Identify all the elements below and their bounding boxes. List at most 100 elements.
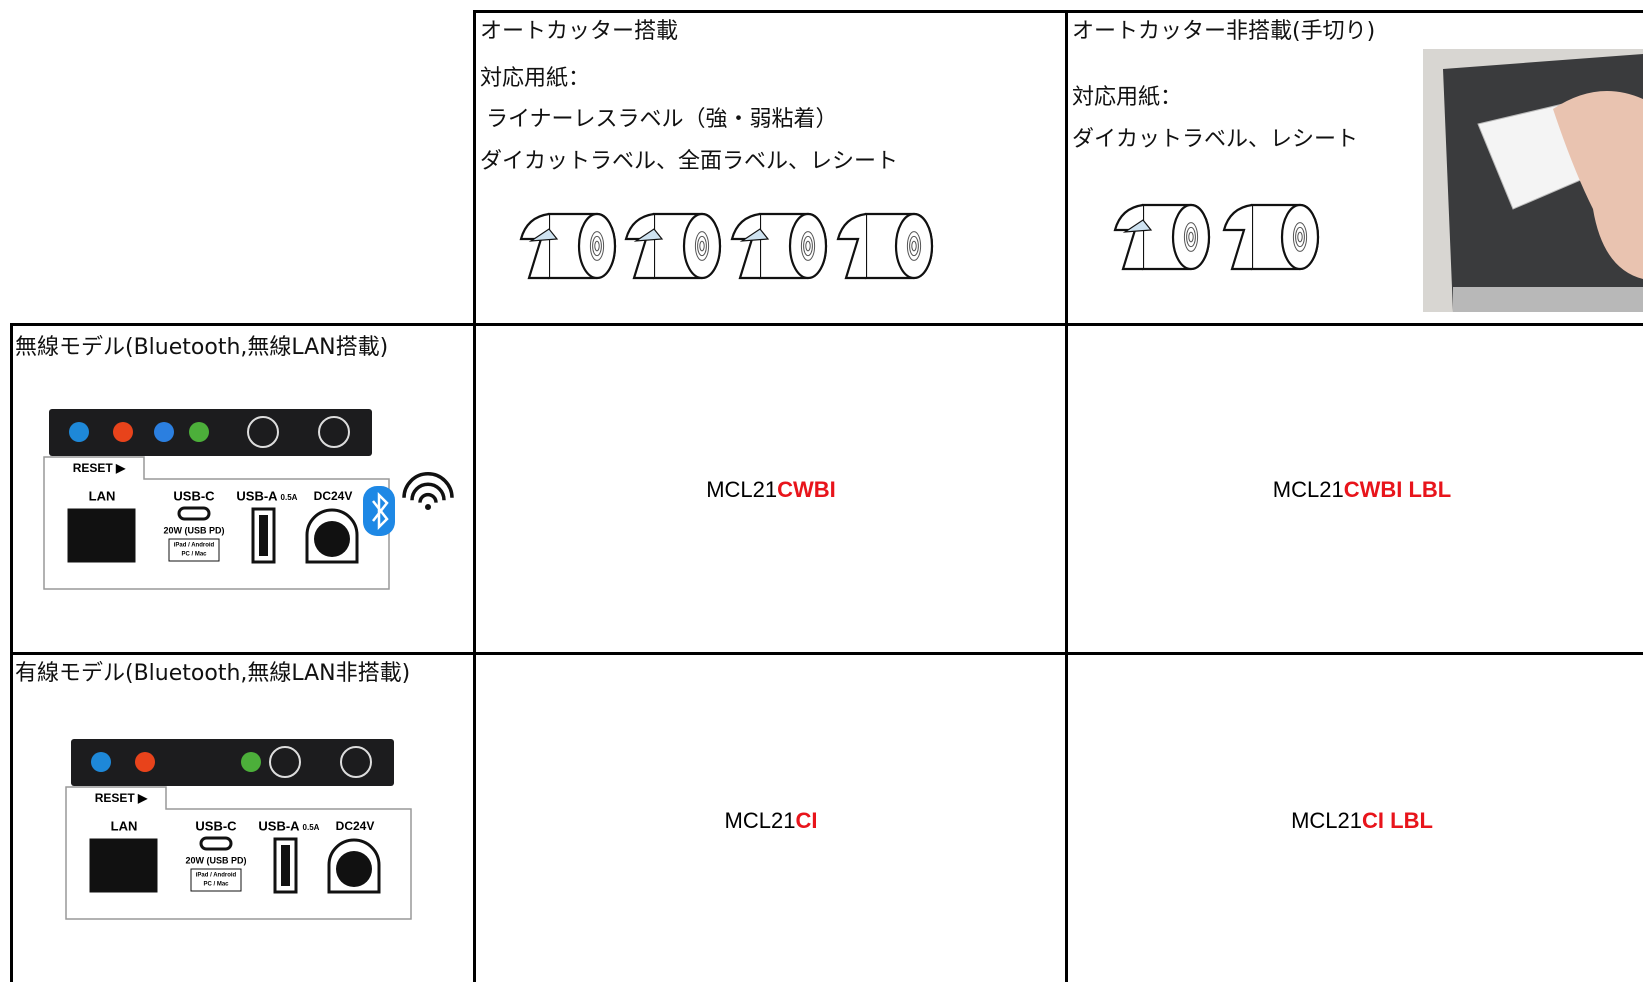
panel-label: RESET ▶ [95,791,148,805]
roll-paper [624,212,655,280]
status-icon [189,422,209,442]
roll-liner [1122,219,1153,233]
roll-liner [528,228,559,242]
panel-label: USB-C [195,818,237,833]
dc-port [305,508,359,564]
paper-roll [1113,203,1211,271]
roll-paper [519,212,550,280]
panel-label: RESET ▶ [73,461,126,475]
panel-button [318,416,350,448]
roll-ring [1188,231,1194,243]
roll-ring [699,240,705,252]
printer-photo [1423,49,1643,312]
border [474,10,1643,13]
roll-ring [909,235,919,257]
roll-ring [1186,226,1196,248]
roll-ring [805,240,811,252]
wifi-arc [418,492,438,503]
usb-a-port [251,507,276,564]
usb-a-inner [259,515,268,556]
status-icon [113,422,133,442]
paper-roll [1222,203,1320,271]
model-prefix: MCL21 [1291,808,1363,833]
status-icon [69,422,89,442]
roll-ring [911,240,917,252]
dc-port [327,838,381,894]
control-panel: RESET ▶ LAN USB-C 20W (USB PD) iPad / Androi… [43,409,454,590]
button-bar [49,409,372,456]
row-label: 無線モデル(Bluetooth,無線LAN搭載) [15,335,389,360]
roll-ring [589,231,605,261]
panel-button [269,746,301,778]
paper-line: ダイカットラベル、全面ラベル、レシート [480,149,899,174]
roll-ring [1295,226,1305,248]
panel-label: 20W (USB PD) [163,525,224,535]
bluetooth-mark [372,491,389,531]
paper-roll [730,212,828,280]
panel-label: LAN [111,818,138,833]
paper-roll [836,212,934,280]
row-label: 有線モデル(Bluetooth,無線LAN非搭載) [15,661,411,686]
paper-label: 対応用紙： [480,66,591,91]
model-suffix: CWBI LBL [1343,477,1452,502]
border [10,652,1643,655]
lan-port [89,838,158,893]
panel-label: 0.5A [281,493,298,502]
border [10,323,1643,326]
roll-ring [906,231,922,261]
button-bar [71,739,394,786]
status-icon [91,752,111,772]
roll-end [577,212,617,280]
roll-ring [1183,222,1199,252]
model-suffix: CI [795,808,818,833]
roll-paper [730,212,761,280]
device-box [168,538,220,562]
usb-a-inner [281,845,290,886]
panel-label: DC24V [314,489,353,503]
panel-button [340,746,372,778]
printer-base [1453,287,1643,312]
paper-label: 対応用紙： [1072,85,1183,110]
panel-label: iPad / Android [174,543,215,549]
wifi-dot [425,504,431,510]
model-name: MCL21CI LBL [1291,808,1433,834]
border [473,10,476,982]
roll-ring [592,235,602,257]
model-prefix: MCL21 [1272,477,1344,502]
roll-end [1171,203,1211,271]
panel-label: USB-A [258,818,300,833]
paper-roll [624,212,722,280]
paper-roll [519,212,617,280]
status-icon [154,422,174,442]
model-name: MCL21CWBI [706,477,836,503]
model-prefix: MCL21 [724,808,796,833]
panel-label: iPad / Android [196,873,237,879]
panel-label: LAN [89,488,116,503]
usb-c-port [177,506,211,521]
usb-c-port [199,836,233,851]
roll-liner [633,228,664,242]
model-suffix: CI LBL [1362,808,1433,833]
status-icon [135,752,155,772]
panel-label: 20W (USB PD) [185,855,246,865]
panel-label: PC / Mac [181,552,207,558]
usb-a-port [273,837,298,894]
model-name: MCL21CWBI LBL [1273,477,1451,503]
roll-liner [739,228,770,242]
panel-label: DC24V [336,819,375,833]
dc-jack [314,521,350,557]
border [1065,10,1068,982]
column-title: オートカッター非搭載(手切り) [1072,19,1376,44]
border [10,323,13,982]
model-suffix: CWBI [777,477,836,502]
control-panel: RESET ▶ LAN USB-C 20W (USB PD) iPad / Androi… [65,739,412,920]
roll-ring [594,240,600,252]
roll-ring [694,231,710,261]
paper-line: ダイカットラベル、レシート [1072,127,1359,152]
wifi-arc [402,472,454,498]
roll-end [788,212,828,280]
wifi-arc [410,482,446,501]
roll-end [1280,203,1320,271]
